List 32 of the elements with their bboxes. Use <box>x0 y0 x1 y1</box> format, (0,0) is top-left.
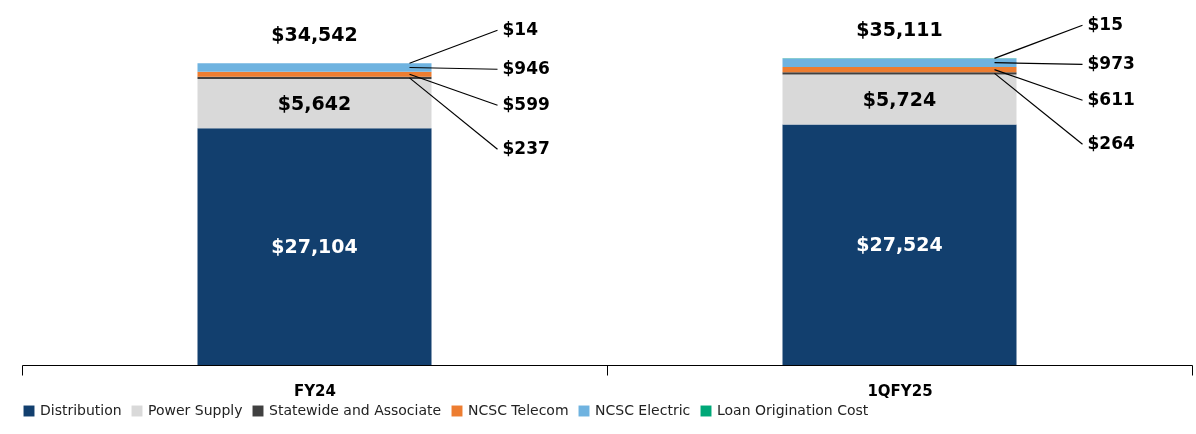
data-label: $611 <box>1087 89 1135 110</box>
data-label: $946 <box>502 58 550 79</box>
bar <box>197 76 432 79</box>
data-label: $237 <box>502 138 550 159</box>
legend-label: NCSC Electric <box>595 402 691 418</box>
data-label: $5,724 <box>862 87 937 110</box>
data-label: $264 <box>1087 133 1135 154</box>
bar <box>782 124 1017 365</box>
legend-label: Statewide and Associate <box>269 402 442 418</box>
bar <box>782 66 1017 73</box>
bar <box>782 58 1017 67</box>
data-label: $5,642 <box>277 91 352 114</box>
bar <box>782 72 1017 75</box>
total-label: $34,542 <box>271 23 358 46</box>
bar <box>197 71 432 77</box>
bar <box>197 78 432 129</box>
data-label: $27,524 <box>856 232 943 255</box>
x-tick-label: FY24 <box>294 381 336 400</box>
legend-label: Distribution <box>40 402 122 418</box>
data-label: $27,104 <box>271 234 358 257</box>
bar <box>197 63 432 72</box>
data-label: $15 <box>1087 14 1123 35</box>
data-label: $14 <box>502 19 539 40</box>
legend-label: Power Supply <box>148 402 243 418</box>
data-label: $599 <box>502 94 550 115</box>
legend-label: NCSC Telecom <box>468 402 569 418</box>
legend-label: Loan Origination Cost <box>717 402 869 418</box>
total-label: $35,111 <box>856 18 943 41</box>
bar <box>197 128 432 365</box>
x-tick-label: 1QFY25 <box>867 381 933 400</box>
bar <box>782 74 1017 125</box>
data-label: $973 <box>1087 53 1135 74</box>
